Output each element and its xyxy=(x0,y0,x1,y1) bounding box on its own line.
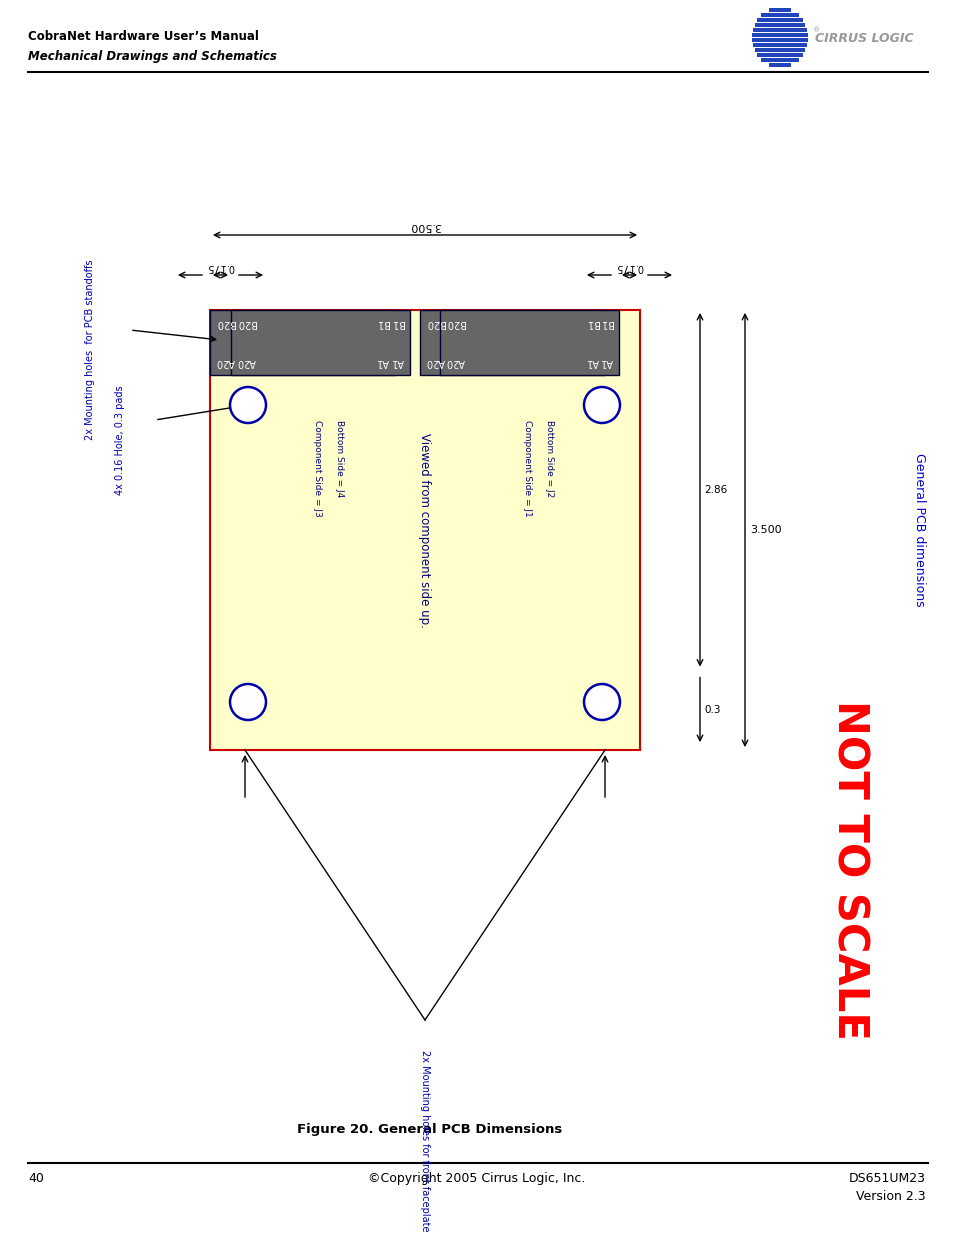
Circle shape xyxy=(583,684,619,720)
Text: Figure 20. General PCB Dimensions: Figure 20. General PCB Dimensions xyxy=(297,1124,562,1136)
Bar xyxy=(760,14,798,16)
Text: A20: A20 xyxy=(215,357,234,367)
Circle shape xyxy=(230,387,266,424)
Text: Mechanical Drawings and Schematics: Mechanical Drawings and Schematics xyxy=(28,49,276,63)
Text: Component Side = J3: Component Side = J3 xyxy=(313,420,322,516)
Text: 0.3: 0.3 xyxy=(703,705,720,715)
Text: Bottom Side = J2: Bottom Side = J2 xyxy=(544,420,554,498)
Text: 2.86: 2.86 xyxy=(703,485,726,495)
Text: B1: B1 xyxy=(585,317,598,329)
Text: B20: B20 xyxy=(236,317,255,329)
Text: General PCB dimensions: General PCB dimensions xyxy=(913,453,925,606)
Text: ©Copyright 2005 Cirrus Logic, Inc.: ©Copyright 2005 Cirrus Logic, Inc. xyxy=(368,1172,585,1186)
Bar xyxy=(768,7,790,11)
Bar xyxy=(752,43,806,47)
Text: 3.500: 3.500 xyxy=(409,221,440,231)
Text: B1: B1 xyxy=(391,317,403,329)
Text: Version 2.3: Version 2.3 xyxy=(856,1191,925,1203)
Bar xyxy=(419,310,604,375)
Text: Bottom Side = J4: Bottom Side = J4 xyxy=(335,420,344,498)
Text: A20: A20 xyxy=(426,357,444,367)
Bar xyxy=(210,310,639,750)
Text: B1: B1 xyxy=(599,317,613,329)
Bar xyxy=(754,48,804,52)
Bar xyxy=(752,28,806,32)
Bar xyxy=(231,310,410,375)
Bar xyxy=(439,310,618,375)
Text: 4x 0.16 Hole, 0.3 pads: 4x 0.16 Hole, 0.3 pads xyxy=(115,385,125,495)
Text: CobraNet Hardware User’s Manual: CobraNet Hardware User’s Manual xyxy=(28,30,258,43)
Bar xyxy=(757,19,801,21)
Circle shape xyxy=(230,684,266,720)
Bar xyxy=(757,53,801,57)
Bar xyxy=(768,63,790,67)
Text: B20: B20 xyxy=(426,317,445,329)
Bar xyxy=(210,310,395,375)
Text: A1: A1 xyxy=(599,357,613,367)
Text: B1: B1 xyxy=(375,317,389,329)
Text: 0.175: 0.175 xyxy=(207,262,234,272)
Text: Viewed from component side up.: Viewed from component side up. xyxy=(418,432,431,627)
Bar xyxy=(751,38,807,42)
Text: B20: B20 xyxy=(215,317,234,329)
Text: Component Side = J1: Component Side = J1 xyxy=(522,420,532,516)
Text: DS651UM23: DS651UM23 xyxy=(848,1172,925,1186)
Text: 2x Mounting holes  for PCB standoffs: 2x Mounting holes for PCB standoffs xyxy=(85,259,95,440)
Bar xyxy=(754,23,804,26)
Text: 2x Mounting holes for front faceplate: 2x Mounting holes for front faceplate xyxy=(419,1050,430,1231)
Circle shape xyxy=(583,387,619,424)
Text: A20: A20 xyxy=(446,357,464,367)
Text: A1: A1 xyxy=(391,357,403,367)
Text: A1: A1 xyxy=(586,357,598,367)
Text: 0.175: 0.175 xyxy=(615,262,642,272)
Text: ®: ® xyxy=(812,27,820,33)
Text: 40: 40 xyxy=(28,1172,44,1186)
Bar xyxy=(751,33,807,37)
Text: 3.500: 3.500 xyxy=(749,525,781,535)
Bar xyxy=(760,58,798,62)
Text: A1: A1 xyxy=(375,357,389,367)
Text: CIRRUS LOGIC: CIRRUS LOGIC xyxy=(814,32,913,44)
Text: NOT TO SCALE: NOT TO SCALE xyxy=(828,700,870,1040)
Text: A20: A20 xyxy=(236,357,255,367)
Text: B20: B20 xyxy=(446,317,465,329)
